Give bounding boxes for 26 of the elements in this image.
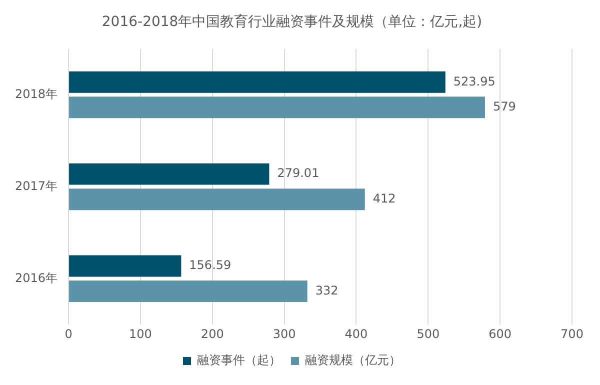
x-tick-label: 0 <box>64 326 72 341</box>
chart-title: 2016-2018年中国教育行业融资事件及规模（单位：亿元,起) <box>102 13 482 30</box>
x-tick-label: 500 <box>416 326 440 341</box>
legend-label: 融资事件（起） <box>197 353 281 368</box>
x-tick-label: 700 <box>560 326 584 341</box>
y-tick-label: 2016年 <box>14 270 58 285</box>
x-tick-label: 300 <box>272 326 296 341</box>
bar <box>69 255 182 277</box>
data-label: 412 <box>372 191 396 206</box>
data-label: 279.01 <box>277 166 320 180</box>
x-tick-label: 400 <box>344 326 368 341</box>
bar <box>69 96 485 118</box>
legend-label: 融资规模（亿元） <box>305 353 401 368</box>
x-tick-label: 200 <box>200 326 224 341</box>
x-tick-label: 600 <box>488 326 512 341</box>
data-label: 332 <box>315 283 338 298</box>
bar <box>69 280 308 302</box>
data-label: 523.95 <box>453 74 496 88</box>
bar <box>69 163 270 185</box>
bar <box>69 71 446 93</box>
data-label: 156.59 <box>189 258 232 272</box>
data-label: 579 <box>492 100 516 114</box>
y-tick-label: 2017年 <box>14 178 58 193</box>
x-tick-label: 100 <box>129 326 152 341</box>
y-tick-label: 2018年 <box>14 86 58 101</box>
bar <box>69 188 365 210</box>
